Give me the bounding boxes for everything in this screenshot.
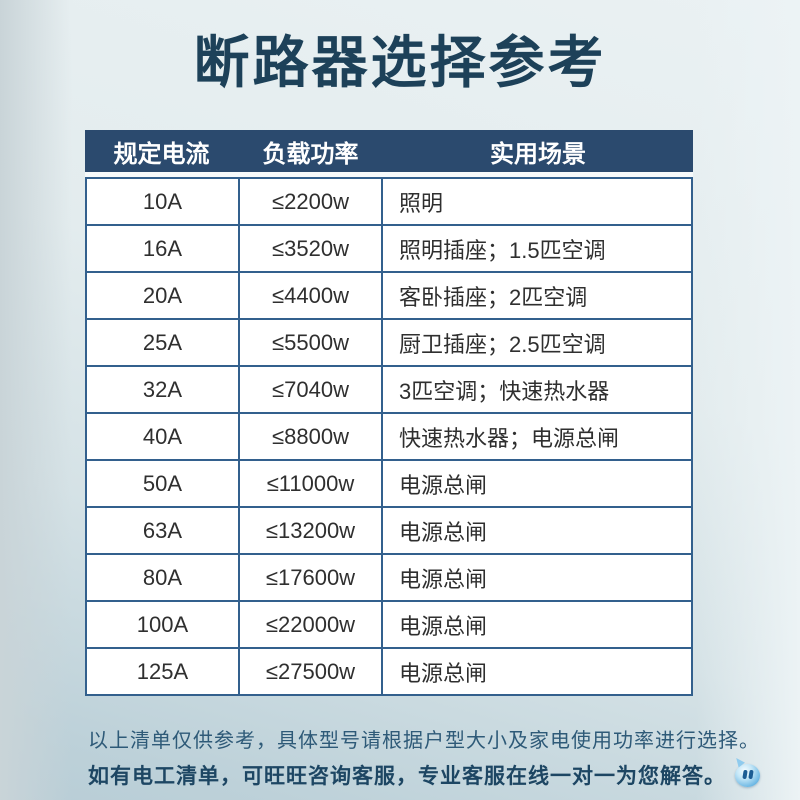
table-row: 32A ≤7040w 3匹空调；快速热水器 xyxy=(87,365,691,412)
cell-rated-current: 20A xyxy=(142,282,183,308)
cell-rated-current: 80A xyxy=(142,564,183,590)
table-row: 100A ≤22000w 电源总闸 xyxy=(87,600,691,647)
cell-use-scenario: 电源总闸 xyxy=(399,566,488,592)
cell-rated-current: 16A xyxy=(142,235,183,261)
table-row: 125A ≤27500w 电源总闸 xyxy=(87,647,691,694)
table-row: 50A ≤11000w 电源总闸 xyxy=(87,459,691,506)
cell-load-power: ≤17600w xyxy=(238,555,383,600)
table-row: 16A ≤3520w 照明插座；1.5匹空调 xyxy=(87,224,691,271)
cell-use-scenario: 电源总闸 xyxy=(399,613,488,639)
cell-rated-current: 63A xyxy=(142,517,183,543)
cell-load-power: ≤11000w xyxy=(238,461,383,506)
note-contact-text: 如有电工清单，可旺旺咨询客服，专业客服在线一对一为您解答。 xyxy=(88,765,726,788)
cell-load-power: ≤4400w xyxy=(238,273,383,318)
table-row: 10A ≤2200w 照明 xyxy=(87,179,691,224)
cell-rated-current: 32A xyxy=(142,376,183,402)
cell-load-power: ≤8800w xyxy=(238,414,383,459)
cell-load-power: ≤2200w xyxy=(238,179,383,224)
table-row: 25A ≤5500w 厨卫插座；2.5匹空调 xyxy=(87,318,691,365)
breaker-selection-table: 规定电流 负载功率 实用场景 10A ≤2200w 照明 16A ≤3520w 照明插座；… xyxy=(85,130,693,696)
wangwang-icon-eye xyxy=(742,769,748,779)
cell-use-scenario: 电源总闸 xyxy=(399,519,488,545)
cell-use-scenario: 快速热水器；电源总闸 xyxy=(399,425,620,451)
table-row: 20A ≤4400w 客卧插座；2匹空调 xyxy=(87,271,691,318)
cell-use-scenario: 照明 xyxy=(399,190,444,216)
table-header-row: 规定电流 负载功率 实用场景 xyxy=(85,130,693,172)
cell-load-power: ≤13200w xyxy=(238,508,383,553)
column-header-use-scenario: 实用场景 xyxy=(490,140,586,168)
column-header-rated-current: 规定电流 xyxy=(113,140,210,168)
cell-rated-current: 25A xyxy=(142,329,183,355)
cell-rated-current: 50A xyxy=(142,470,183,496)
note-contact: 如有电工清单，可旺旺咨询客服，专业客服在线一对一为您解答。 xyxy=(88,754,760,790)
cell-rated-current: 100A xyxy=(136,611,189,637)
table-row: 63A ≤13200w 电源总闸 xyxy=(87,506,691,553)
table-row: 80A ≤17600w 电源总闸 xyxy=(87,553,691,600)
cell-rated-current: 40A xyxy=(142,423,183,449)
table-row: 40A ≤8800w 快速热水器；电源总闸 xyxy=(87,412,691,459)
wangwang-chat-icon xyxy=(733,754,760,787)
cell-rated-current: 125A xyxy=(136,658,189,684)
wangwang-icon-tail xyxy=(733,754,745,768)
table-body: 10A ≤2200w 照明 16A ≤3520w 照明插座；1.5匹空调 20A ≤4400w… xyxy=(85,177,693,696)
wangwang-icon-eye xyxy=(748,769,754,779)
header-body-gap xyxy=(85,172,693,177)
page-title: 断路器选择参考 xyxy=(193,31,607,94)
cell-load-power: ≤7040w xyxy=(238,367,383,412)
cell-load-power: ≤5500w xyxy=(238,320,383,365)
cell-use-scenario: 客卧插座；2匹空调 xyxy=(399,284,588,310)
cell-use-scenario: 厨卫插座；2.5匹空调 xyxy=(399,331,606,357)
cell-load-power: ≤22000w xyxy=(238,602,383,647)
cell-load-power: ≤3520w xyxy=(238,226,383,271)
cell-use-scenario: 电源总闸 xyxy=(399,472,488,498)
column-header-load-power: 负载功率 xyxy=(262,140,359,168)
cell-rated-current: 10A xyxy=(142,188,183,214)
cell-use-scenario: 照明插座；1.5匹空调 xyxy=(399,237,606,263)
cell-use-scenario: 3匹空调；快速热水器 xyxy=(399,378,610,404)
cell-use-scenario: 电源总闸 xyxy=(399,660,488,686)
cell-load-power: ≤27500w xyxy=(238,649,383,694)
note-disclaimer: 以上清单仅供参考，具体型号请根据户型大小及家电使用功率进行选择。 xyxy=(88,730,760,752)
